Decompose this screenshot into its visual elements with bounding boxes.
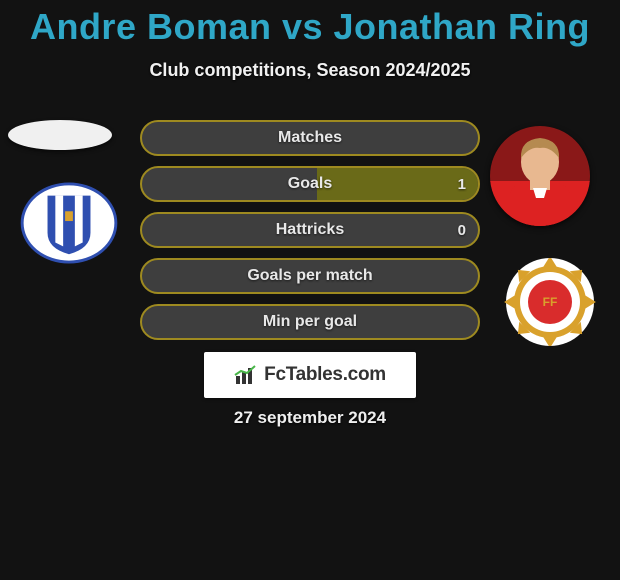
stat-label: Matches [142, 122, 478, 154]
stat-row-matches: Matches [140, 120, 480, 156]
brand-badge[interactable]: FcTables.com [204, 352, 416, 398]
date-line: 27 september 2024 [0, 408, 620, 428]
stat-row-gpm: Goals per match [140, 258, 480, 294]
brand-chart-icon [234, 364, 258, 386]
stat-value-right: 0 [458, 214, 466, 246]
player-right-avatar [490, 126, 590, 226]
subtitle: Club competitions, Season 2024/2025 [0, 60, 620, 81]
stat-label: Min per goal [142, 306, 478, 338]
club-left-crest [20, 182, 118, 264]
stat-value-right: 1 [458, 168, 466, 200]
player-left-avatar [8, 120, 112, 150]
stats-panel: Matches Goals 1 Hattricks 0 Goals per ma… [140, 120, 480, 350]
stat-label: Hattricks [142, 214, 478, 246]
stat-row-hattricks: Hattricks 0 [140, 212, 480, 248]
stat-label: Goals [142, 168, 478, 200]
stat-row-goals: Goals 1 [140, 166, 480, 202]
stat-label: Goals per match [142, 260, 478, 292]
svg-text:FF: FF [543, 295, 558, 309]
stat-row-mpg: Min per goal [140, 304, 480, 340]
brand-text: FcTables.com [264, 364, 386, 386]
page-title: Andre Boman vs Jonathan Ring [0, 0, 620, 48]
club-right-crest: FF [500, 258, 600, 346]
